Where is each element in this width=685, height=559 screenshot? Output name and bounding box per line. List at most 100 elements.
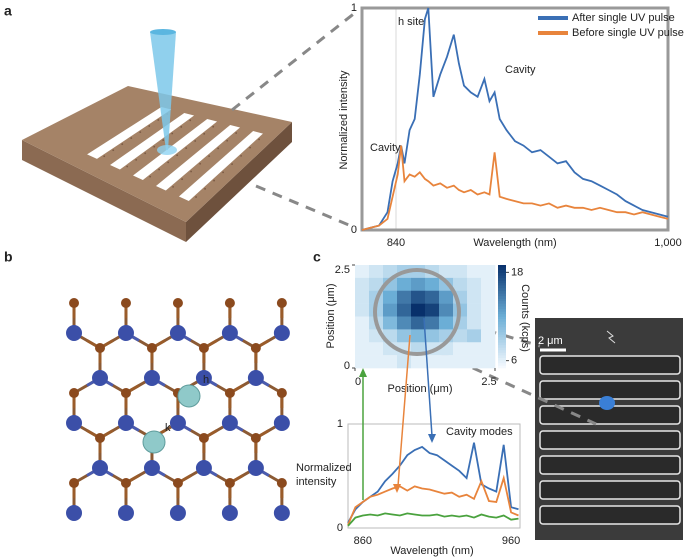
hole <box>126 165 129 168</box>
hole <box>180 126 183 128</box>
hole <box>144 152 147 155</box>
heatmap-cell <box>383 290 398 304</box>
heatmap-cell <box>397 329 412 343</box>
colorbar-tick-label: 6 <box>511 355 517 367</box>
hole <box>158 168 161 171</box>
series-line <box>361 145 669 231</box>
heatmap-cell <box>355 329 370 343</box>
atom <box>120 298 131 308</box>
hole <box>162 139 165 142</box>
colorbar-segment <box>498 352 506 356</box>
atom <box>117 415 134 431</box>
heatmap-cell <box>453 342 468 356</box>
atom <box>198 433 209 443</box>
hole <box>103 155 106 158</box>
x-axis-label: Position (μm) <box>387 383 452 395</box>
atom <box>117 325 134 341</box>
hole <box>153 145 156 148</box>
atom <box>69 298 80 308</box>
colorbar-segment <box>498 280 506 284</box>
colorbar-segment <box>498 331 506 335</box>
heatmap-cell <box>467 342 482 356</box>
heatmap-cell <box>411 290 426 304</box>
slot <box>178 130 263 201</box>
hole <box>217 147 220 150</box>
colorbar-label: Counts (kcps) <box>519 284 531 352</box>
atom <box>169 325 186 341</box>
zoom-line <box>231 10 357 112</box>
y-axis-label: Normalized <box>296 462 352 474</box>
legend-label: Before single UV pulse <box>572 27 684 39</box>
colorbar-segment <box>498 349 506 353</box>
atom <box>273 505 290 521</box>
colorbar-segment <box>498 347 506 351</box>
heatmap-cell <box>439 355 454 369</box>
heatmap-cell <box>411 355 426 369</box>
atom <box>276 388 287 398</box>
series-line <box>347 442 519 524</box>
atom <box>120 388 131 398</box>
atom <box>221 325 238 341</box>
heatmap-cell <box>453 277 468 292</box>
y-tick-label: 0 <box>351 224 357 236</box>
x-axis-label: Wavelength (nm) <box>390 545 473 557</box>
x-tick-label: 860 <box>354 535 372 547</box>
hole <box>130 137 133 140</box>
colorbar-segment <box>498 267 506 271</box>
heatmap-cell <box>481 265 496 279</box>
heatmap-cell <box>425 277 440 292</box>
atom <box>172 298 183 308</box>
plot-frame <box>347 423 521 529</box>
atom <box>247 370 264 386</box>
heatmap-cell <box>369 265 384 279</box>
hole <box>199 162 202 165</box>
region-circle <box>373 268 461 356</box>
colorbar-segment <box>498 270 506 274</box>
heatmap-cell <box>383 303 398 317</box>
zoom-line <box>255 184 357 230</box>
hole <box>258 138 261 141</box>
heatmap-cell <box>411 303 426 317</box>
hole <box>222 171 224 174</box>
site-label: h <box>203 374 209 386</box>
heatmap-cell <box>481 355 496 369</box>
atom <box>143 460 160 476</box>
heatmap-cell <box>467 265 482 279</box>
x-axis-label: Wavelength (nm) <box>473 237 556 249</box>
colorbar-segment <box>498 344 506 348</box>
y-axis-label: intensity <box>296 476 337 488</box>
x-tick-label: 2.5 <box>481 376 496 388</box>
atom <box>224 478 235 488</box>
hole <box>148 125 151 127</box>
annotation: Cavity modes <box>446 426 513 438</box>
heatmap-cell <box>355 303 370 317</box>
hole <box>139 131 142 134</box>
heatmap-cell <box>481 316 496 330</box>
colorbar-segment <box>498 303 506 307</box>
lattice <box>66 298 290 521</box>
colorbar-segment <box>498 337 506 340</box>
heatmap-cell <box>425 355 440 369</box>
legend-label: After single UV pulse <box>572 12 675 24</box>
colorbar-segment <box>498 293 506 297</box>
heatmap-cell <box>425 316 440 330</box>
hole <box>204 187 206 190</box>
hole <box>149 175 152 178</box>
vacancy-site <box>177 384 201 408</box>
colorbar-segment <box>498 362 506 366</box>
hole <box>226 139 229 142</box>
panel-label: c <box>313 249 321 265</box>
heatmap-cell <box>411 277 426 292</box>
hole <box>121 143 124 146</box>
atom <box>198 343 209 353</box>
heatmap-cell <box>355 290 370 304</box>
colorbar-segment <box>498 355 506 358</box>
heatmap-cell <box>467 355 482 369</box>
heatmap-cell <box>467 277 482 292</box>
colorbar-segment <box>498 342 506 346</box>
heatmap-cell <box>481 290 496 304</box>
atom <box>247 460 264 476</box>
atom <box>120 478 131 488</box>
annotation: h site <box>398 16 424 28</box>
